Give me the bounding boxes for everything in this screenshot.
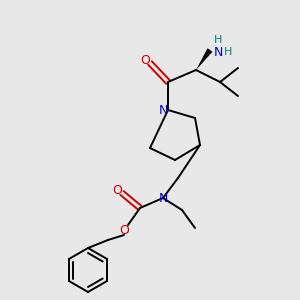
Text: N: N (213, 46, 223, 59)
Polygon shape (196, 48, 212, 70)
Text: N: N (158, 191, 168, 205)
Text: O: O (119, 224, 129, 238)
Text: O: O (112, 184, 122, 197)
Text: H: H (214, 35, 222, 45)
Text: O: O (140, 55, 150, 68)
Text: H: H (224, 47, 232, 57)
Text: N: N (158, 103, 168, 116)
